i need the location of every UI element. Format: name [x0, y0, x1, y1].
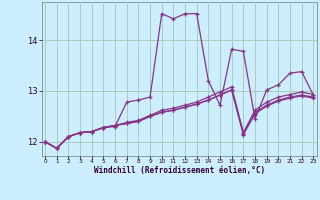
X-axis label: Windchill (Refroidissement éolien,°C): Windchill (Refroidissement éolien,°C)	[94, 166, 265, 175]
